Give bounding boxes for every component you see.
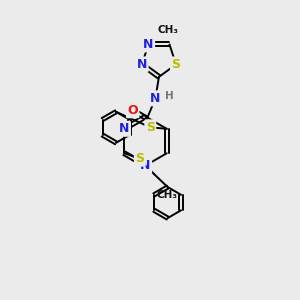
Text: S: S — [146, 121, 155, 134]
Text: S: S — [135, 152, 144, 165]
Text: CH₃: CH₃ — [158, 26, 178, 35]
Text: S: S — [172, 58, 181, 71]
Text: CH₃: CH₃ — [157, 190, 178, 200]
Text: N: N — [150, 92, 161, 105]
Text: H: H — [165, 91, 174, 101]
Text: N: N — [140, 159, 151, 172]
Text: N: N — [143, 38, 154, 51]
Text: N: N — [137, 58, 147, 71]
Text: N: N — [119, 122, 130, 135]
Text: O: O — [128, 104, 138, 117]
